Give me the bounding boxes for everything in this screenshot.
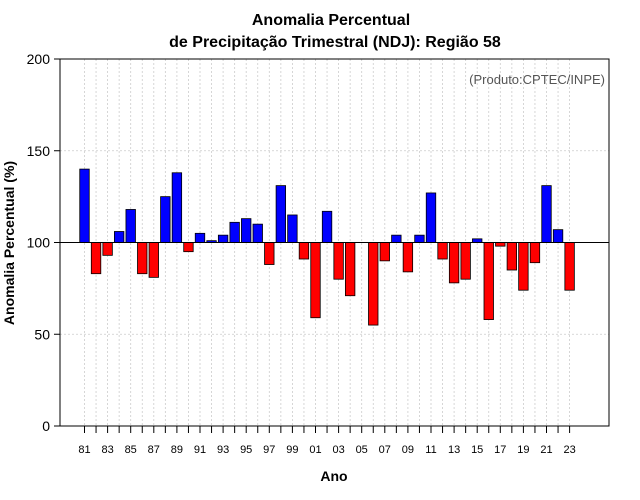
- x-axis: 81 83 85 87 89 91 93 95 97 99 01 03 05 07 09 11 13 15 17 19…: [78, 426, 576, 456]
- product-credit: (Produto:CPTEC/INPE): [469, 72, 605, 87]
- bar-12: [437, 242, 448, 260]
- bar-10: [414, 234, 425, 243]
- bar-89: [171, 172, 183, 243]
- x-tick-label: 15: [471, 444, 483, 456]
- x-tick-label: 19: [517, 444, 529, 456]
- x-tick-label: 87: [148, 444, 160, 456]
- x-tick-label: 23: [563, 444, 575, 456]
- bar-17: [495, 242, 506, 247]
- x-tick-label: 11: [425, 444, 436, 456]
- bar-97: [264, 242, 275, 265]
- x-tick-label: 91: [194, 444, 206, 456]
- x-tick-label: 03: [332, 444, 344, 456]
- bar-82: [90, 242, 102, 275]
- x-tick-label: 01: [309, 444, 321, 456]
- x-tick-label: 85: [125, 444, 137, 456]
- x-axis-label: Ano: [320, 468, 347, 484]
- x-tick-label: 81: [78, 444, 90, 456]
- bar-95: [241, 218, 252, 243]
- y-tick-label: 100: [27, 235, 51, 251]
- bar-93: [217, 234, 229, 243]
- bar-11: [425, 192, 437, 243]
- bar-02: [321, 210, 333, 243]
- bar-84: [114, 231, 125, 243]
- bar-91: [194, 232, 206, 243]
- bar-87: [148, 242, 159, 278]
- bar-96: [252, 223, 263, 243]
- x-tick-label: 05: [356, 444, 368, 456]
- bar-83: [102, 242, 113, 256]
- x-tick-label: 97: [263, 444, 275, 456]
- bar-20: [529, 242, 541, 264]
- bar-07: [379, 242, 390, 262]
- x-tick-label: 07: [379, 444, 391, 456]
- bar-03: [333, 242, 344, 280]
- x-tick-label: 95: [240, 444, 252, 456]
- bar-85: [125, 209, 136, 243]
- x-tick-label: 17: [494, 444, 506, 456]
- bar-90: [183, 242, 194, 253]
- bar-98: [275, 185, 287, 243]
- bars: [79, 168, 575, 326]
- x-tick-label: 93: [217, 444, 229, 456]
- bar-86: [137, 242, 148, 275]
- grid-lines: [60, 59, 609, 426]
- chart-title: Anomalia Percentual: [252, 12, 410, 29]
- bar-22: [552, 229, 564, 243]
- x-tick-label: 09: [402, 444, 414, 456]
- bar-04: [344, 242, 356, 297]
- y-tick-label: 50: [34, 326, 50, 342]
- bar-18: [506, 242, 518, 271]
- bar-00: [298, 242, 310, 260]
- x-tick-label: 99: [286, 444, 298, 456]
- bar-99: [287, 214, 298, 243]
- bar-15: [472, 238, 483, 243]
- bar-08: [391, 234, 402, 243]
- x-tick-label: 89: [171, 444, 183, 456]
- bar-16: [483, 242, 494, 320]
- bar-21: [541, 185, 552, 243]
- x-tick-label: 21: [540, 444, 552, 456]
- bar-94: [229, 221, 240, 243]
- bar-13: [448, 242, 460, 284]
- bar-23: [564, 242, 575, 291]
- x-tick-label: 83: [101, 444, 113, 456]
- y-axis-label: Anomalia Percentual (%): [1, 161, 17, 325]
- bar-09: [402, 242, 414, 273]
- bar-81: [79, 168, 90, 243]
- x-tick-label: 13: [448, 444, 460, 456]
- y-tick-label: 150: [27, 143, 51, 159]
- y-tick-label: 200: [27, 51, 51, 67]
- bar-06: [368, 242, 379, 326]
- y-tick-label: 0: [42, 418, 50, 434]
- bar-19: [518, 242, 529, 291]
- bar-14: [460, 242, 471, 280]
- chart-subtitle: de Precipitação Trimestral (NDJ): Região…: [169, 34, 501, 51]
- y-axis: 0 50 100 150 200: [27, 51, 60, 434]
- bar-88: [160, 196, 171, 243]
- bar-01: [310, 242, 321, 319]
